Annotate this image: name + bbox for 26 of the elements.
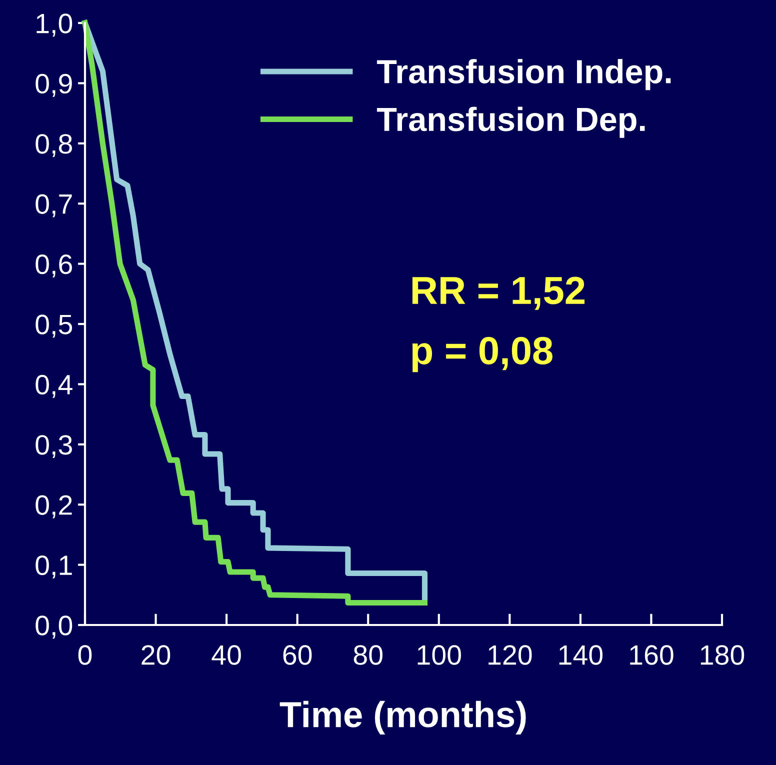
- y-tick-label: 0,4: [36, 374, 72, 398]
- y-tick-label: 0,8: [36, 134, 72, 158]
- y-tick-label: 0,5: [36, 314, 72, 338]
- x-tick-label: 60: [283, 645, 312, 665]
- x-tick-label: 160: [630, 645, 674, 665]
- x-tick-label: 180: [700, 645, 744, 665]
- y-tick-label: 0,3: [36, 435, 72, 458]
- x-tick-label: 120: [488, 645, 532, 665]
- y-tick-label: 0,1: [36, 555, 72, 578]
- x-tick-label: 0: [78, 645, 92, 665]
- legend-label: Transfusion Indep.: [376, 59, 671, 90]
- x-axis-title: Time (months): [280, 700, 526, 735]
- y-tick-label: 0,6: [36, 254, 72, 278]
- y-tick-label: 1,0: [36, 14, 72, 37]
- x-tick-label: 140: [559, 645, 603, 665]
- y-tick-label: 0,9: [36, 74, 72, 97]
- x-tick-label: 100: [418, 645, 461, 665]
- y-tick-label: 0,7: [36, 194, 72, 218]
- x-tick-label: 40: [212, 645, 241, 665]
- legend-label: Transfusion Dep.: [376, 106, 645, 138]
- y-tick-label: 0,2: [36, 495, 72, 518]
- x-tick-label: 20: [142, 645, 170, 665]
- y-tick-label: 0,0: [36, 616, 72, 639]
- x-tick-label: 80: [354, 645, 382, 665]
- annotation: p = 0,08: [412, 336, 552, 372]
- annotation: RR = 1,52: [412, 276, 584, 310]
